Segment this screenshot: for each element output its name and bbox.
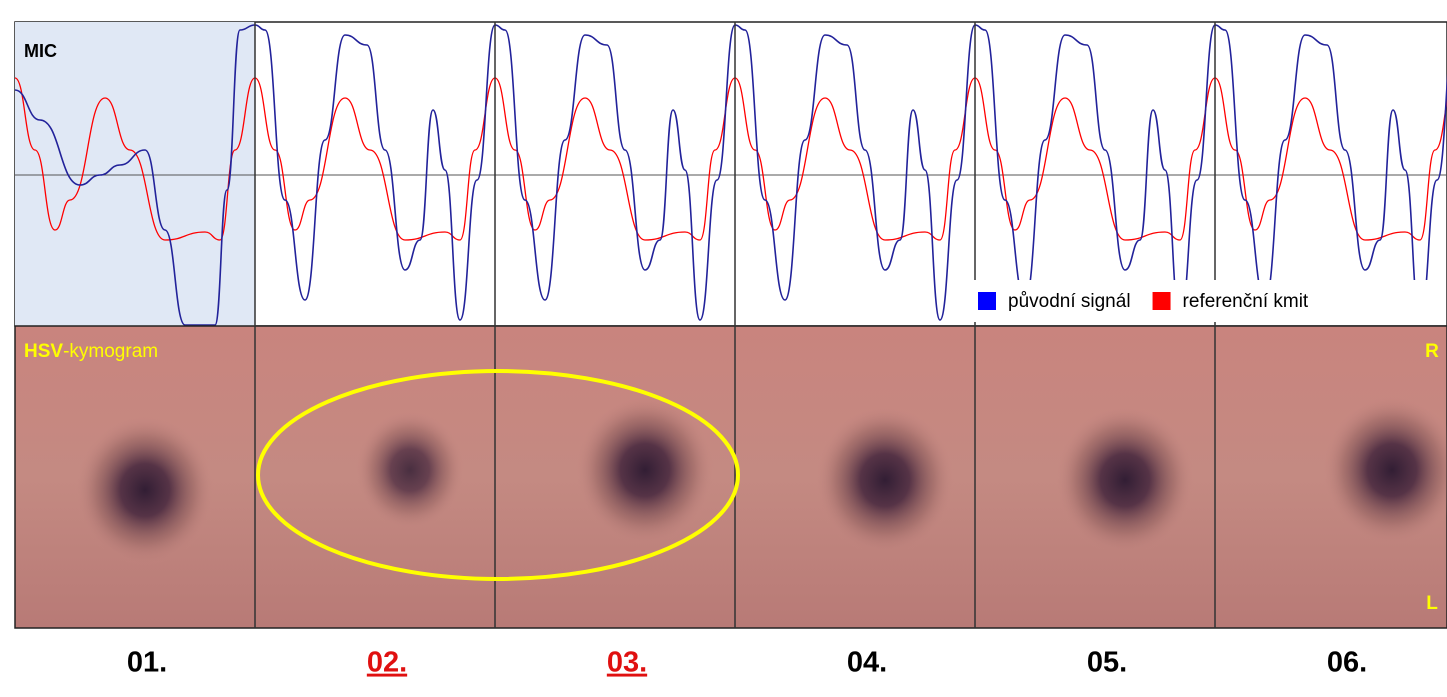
cycle-separators bbox=[254, 22, 1216, 628]
legend-swatch bbox=[1152, 292, 1171, 310]
legend-label: původní signál bbox=[1008, 291, 1131, 312]
glottis-blob bbox=[815, 405, 955, 555]
legend-box bbox=[955, 280, 1443, 322]
marker: R bbox=[1425, 341, 1439, 362]
legend-label: referenční kmit bbox=[1183, 291, 1309, 312]
panel-label: MIC bbox=[24, 41, 57, 61]
cycle-labels: 01. 02. 03. 04. 05. 06. bbox=[127, 647, 1367, 679]
glottis-blob bbox=[75, 415, 215, 565]
cycle-label: 03. bbox=[607, 647, 647, 679]
kymogram-panel bbox=[14, 325, 1447, 629]
cycle-label: 05. bbox=[1087, 647, 1127, 679]
marker: L bbox=[1426, 593, 1438, 614]
label-bold: HSV bbox=[24, 341, 63, 362]
legend-swatch bbox=[978, 292, 996, 310]
cycle-label: 04. bbox=[847, 647, 887, 679]
glottis-blob bbox=[355, 410, 465, 530]
glottis-blob bbox=[1055, 405, 1195, 555]
kymogram-image bbox=[75, 395, 1447, 565]
glottis-blob bbox=[575, 395, 715, 545]
label-rest: -kymogram bbox=[63, 341, 158, 362]
highlight-ellipse bbox=[256, 369, 740, 581]
shaded-cycle bbox=[15, 22, 255, 326]
cycle-label: 01. bbox=[127, 647, 167, 679]
panel-label: HSV-kymogram bbox=[24, 341, 158, 362]
cycle-label: 02. bbox=[367, 647, 407, 679]
cycle-label: 06. bbox=[1327, 647, 1367, 679]
glottis-blob bbox=[1322, 395, 1447, 545]
signal-wave bbox=[15, 24, 1447, 326]
legend: původní signál referenční kmit bbox=[955, 280, 1443, 322]
